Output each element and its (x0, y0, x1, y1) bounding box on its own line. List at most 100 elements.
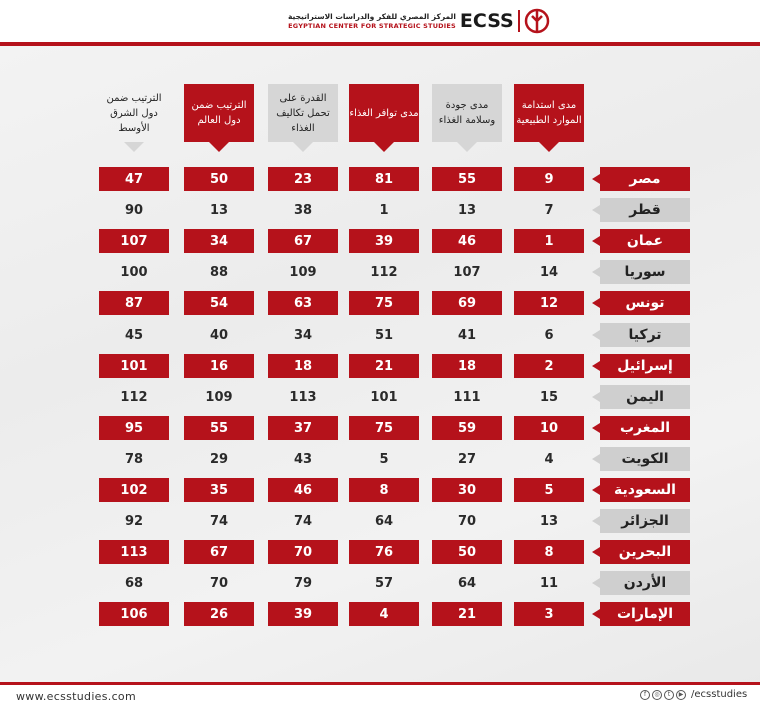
footer-bar (0, 685, 760, 717)
value-cell: 67 (268, 229, 338, 253)
value-cell: 107 (453, 264, 481, 280)
logo-name-english: EGYPTIAN CENTER FOR STRATEGIC STUDIES (288, 21, 456, 30)
value-cell: 106 (99, 602, 169, 626)
value-cell: 26 (184, 602, 254, 626)
value-cell: 69 (432, 291, 502, 315)
value-cell: 27 (457, 451, 477, 467)
value-cell: 13 (457, 202, 477, 218)
value-cell: 50 (184, 167, 254, 191)
value-cell: 7 (544, 202, 554, 218)
value-cell: 15 (539, 389, 559, 405)
value-cell: 35 (184, 478, 254, 502)
value-cell: 12 (514, 291, 584, 315)
value-cell: 57 (374, 575, 394, 591)
value-cell: 102 (99, 478, 169, 502)
social-handle[interactable]: /ecsstudies (691, 689, 748, 700)
column-header-pointer (124, 142, 144, 152)
country-label: المغرب (592, 416, 690, 440)
value-cell: 70 (268, 540, 338, 564)
value-cell: 107 (99, 229, 169, 253)
value-cell: 70 (209, 575, 229, 591)
twitter-icon[interactable]: t (664, 689, 674, 700)
country-pointer (592, 330, 600, 340)
country-pointer (592, 392, 600, 402)
value-cell: 8 (514, 540, 584, 564)
ecss-logo: المركز المصري للفكر والدراسات الاستراتيج… (288, 6, 550, 36)
country-pointer (592, 361, 600, 371)
country-label: عمان (592, 229, 690, 253)
logo-brand: ECSS (460, 10, 520, 32)
country-pointer (592, 485, 600, 495)
value-cell: 1 (379, 202, 389, 218)
country-label: مصر (592, 167, 690, 191)
value-cell: 38 (293, 202, 313, 218)
value-cell: 59 (432, 416, 502, 440)
country-pointer (592, 205, 600, 215)
header-bar: المركز المصري للفكر والدراسات الاستراتيج… (0, 0, 760, 44)
country-pointer (592, 298, 600, 308)
value-cell: 18 (268, 354, 338, 378)
country-pointer (592, 174, 600, 184)
header-divider (0, 42, 760, 46)
country-pointer (592, 547, 600, 557)
country-label: قطر (592, 198, 690, 222)
value-cell: 21 (432, 602, 502, 626)
country-pointer (592, 454, 600, 464)
logo-emblem-icon (524, 8, 549, 34)
column-header-2: القدرة على تحمل تكاليف الغذاء (268, 84, 338, 152)
column-header-0: الترتيب ضمن دول الشرق الأوسط (99, 84, 169, 152)
youtube-icon[interactable]: ▶ (676, 689, 686, 700)
value-cell: 41 (457, 327, 477, 343)
facebook-icon[interactable]: f (640, 689, 650, 700)
value-cell: 112 (120, 389, 148, 405)
value-cell: 113 (99, 540, 169, 564)
value-cell: 54 (184, 291, 254, 315)
website-link[interactable]: www.ecsstudies.com (16, 690, 136, 703)
value-cell: 4 (349, 602, 419, 626)
country-label: الكويت (592, 447, 690, 471)
value-cell: 87 (99, 291, 169, 315)
column-header-1: الترتيب ضمن دول العالم (184, 84, 254, 152)
logo-name-arabic: المركز المصري للفكر والدراسات الاستراتيج… (288, 11, 456, 21)
country-pointer (592, 267, 600, 277)
value-cell: 75 (349, 291, 419, 315)
value-cell: 46 (268, 478, 338, 502)
country-label: سوريا (592, 260, 690, 284)
value-cell: 39 (349, 229, 419, 253)
value-cell: 4 (544, 451, 554, 467)
value-cell: 13 (539, 513, 559, 529)
column-header-pointer (539, 142, 559, 152)
value-cell: 5 (514, 478, 584, 502)
value-cell: 92 (124, 513, 144, 529)
value-cell: 11 (539, 575, 559, 591)
footer-divider (0, 682, 760, 685)
value-cell: 68 (124, 575, 144, 591)
value-cell: 79 (293, 575, 313, 591)
value-cell: 81 (349, 167, 419, 191)
value-cell: 112 (370, 264, 398, 280)
column-header-4: مدى جودة وسلامة الغذاء (432, 84, 502, 152)
value-cell: 45 (124, 327, 144, 343)
country-label: تونس (592, 291, 690, 315)
country-pointer (592, 236, 600, 246)
country-label: إسرائيل (592, 354, 690, 378)
value-cell: 51 (374, 327, 394, 343)
value-cell: 111 (453, 389, 481, 405)
column-header-pointer (374, 142, 394, 152)
instagram-icon[interactable]: ◎ (652, 689, 662, 700)
value-cell: 16 (184, 354, 254, 378)
value-cell: 63 (268, 291, 338, 315)
value-cell: 9 (514, 167, 584, 191)
country-pointer (592, 423, 600, 433)
value-cell: 74 (293, 513, 313, 529)
country-label: السعودية (592, 478, 690, 502)
value-cell: 18 (432, 354, 502, 378)
value-cell: 109 (205, 389, 233, 405)
country-pointer (592, 609, 600, 619)
country-label: الجزائر (592, 509, 690, 533)
value-cell: 39 (268, 602, 338, 626)
column-header-pointer (293, 142, 313, 152)
column-header-5: مدى استدامة الموارد الطبيعية (514, 84, 584, 152)
country-label: البحرين (592, 540, 690, 564)
value-cell: 13 (209, 202, 229, 218)
